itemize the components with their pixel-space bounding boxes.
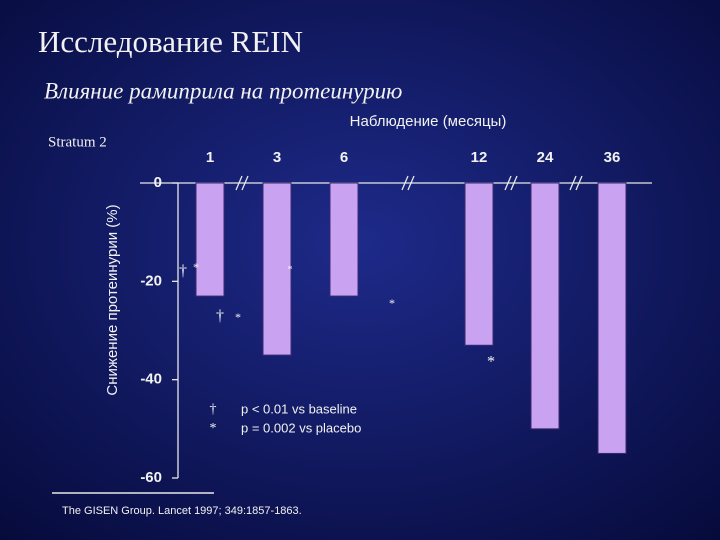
note-symbol: * <box>210 421 217 436</box>
bar <box>530 182 560 430</box>
bar <box>464 182 494 346</box>
significance-mark: * <box>193 260 199 274</box>
x-axis-label: Наблюдение (месяцы) <box>350 113 507 130</box>
y-tick-label: -60 <box>140 469 162 486</box>
significance-mark: * <box>487 354 495 371</box>
y-tick-label: -40 <box>140 371 162 388</box>
bar <box>195 182 225 297</box>
x-tick-label: 3 <box>273 149 281 166</box>
y-tick-label: -20 <box>140 272 162 289</box>
source: The GISEN Group. Lancet 1997; 349:1857-1… <box>62 505 302 517</box>
note-text: p < 0.01 vs baseline <box>241 401 357 416</box>
x-tick-label: 1 <box>206 149 214 166</box>
bar <box>597 182 627 454</box>
stratum: Stratum 2 <box>48 134 107 150</box>
x-tick-label: 36 <box>604 149 621 166</box>
bar <box>329 182 359 297</box>
y-axis-label: Снижение протеинурии (%) <box>104 204 121 395</box>
significance-mark: * <box>288 264 293 275</box>
bar <box>262 182 292 356</box>
note-symbol: † <box>210 402 217 417</box>
significance-mark: † <box>216 308 224 325</box>
x-tick-label: 6 <box>340 149 348 166</box>
title: Исследование REIN <box>38 24 303 59</box>
significance-mark: * <box>389 296 395 310</box>
x-tick-label: 12 <box>471 149 488 166</box>
significance-mark: † <box>179 263 187 280</box>
x-tick-label: 24 <box>537 149 554 166</box>
significance-mark: * <box>235 310 241 324</box>
note-text: p = 0.002 vs placebo <box>241 420 361 435</box>
subtitle: Влияние рамиприла на протеинурию <box>44 78 402 103</box>
y-tick-label: 0 <box>154 174 162 191</box>
